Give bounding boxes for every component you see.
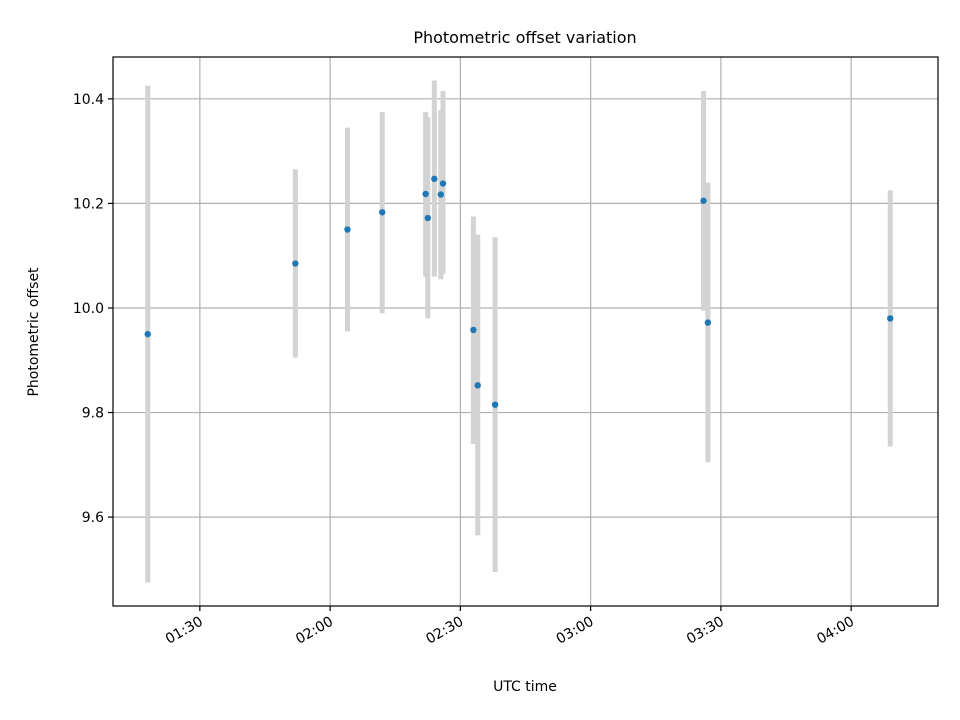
data-point: [700, 197, 707, 204]
grid-layer: [113, 57, 938, 606]
x-tick-label: 04:00: [814, 614, 857, 648]
x-tick-label: 01:30: [163, 614, 206, 648]
x-axis-label: UTC time: [493, 679, 557, 695]
y-tick-label: 10.4: [73, 92, 104, 108]
y-tick-label: 9.6: [82, 510, 104, 526]
data-points: [144, 175, 894, 408]
chart-title: Photometric offset variation: [413, 28, 636, 47]
plot-frame: [112, 56, 939, 607]
axis-ticks: 9.6 9.8 10.0 10.2 10.4 01:30 02:00 02:30 03:00 03…: [73, 92, 857, 648]
error-bars: [145, 80, 893, 583]
data-point: [379, 209, 386, 216]
data-point: [292, 260, 299, 267]
data-point: [439, 180, 447, 187]
x-tick-label: 02:30: [423, 614, 466, 648]
data-point: [491, 401, 499, 408]
x-tick-label: 03:00: [554, 614, 597, 648]
y-tick-label: 9.8: [82, 406, 104, 422]
data-point: [422, 190, 429, 198]
data-point: [887, 315, 894, 322]
data-point: [424, 214, 432, 222]
data-point: [144, 330, 151, 338]
data-point: [474, 382, 481, 389]
data-point: [431, 175, 438, 183]
data-point: [437, 191, 445, 198]
x-tick-label: 03:30: [684, 614, 727, 648]
y-tick-label: 10.0: [73, 301, 104, 317]
data-point: [704, 319, 712, 326]
data-point: [470, 326, 477, 334]
x-tick-label: 02:00: [293, 614, 336, 648]
data-point: [344, 226, 351, 233]
y-axis-label: Photometric offset: [26, 267, 42, 397]
y-tick-label: 10.2: [73, 196, 104, 212]
